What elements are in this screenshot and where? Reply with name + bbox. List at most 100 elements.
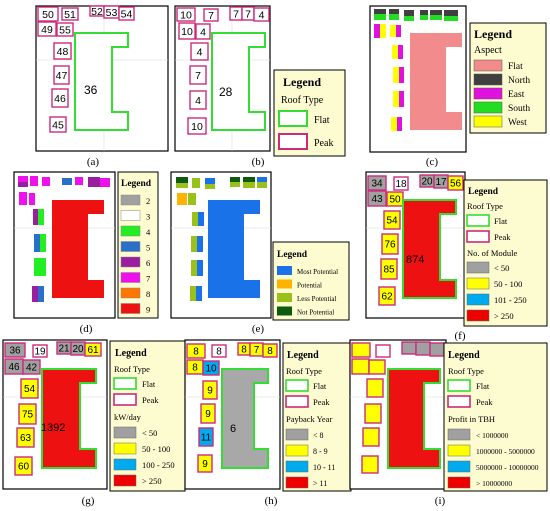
panel-f-side-buildings: 54 76 85 62	[378, 210, 401, 306]
panel-f-roof-label: 56	[450, 179, 462, 190]
panel-g-roof	[4, 342, 26, 358]
panel-c-roof-south	[430, 15, 442, 20]
legend-d-title: Legend	[121, 179, 152, 189]
panel-b-main-label: 28	[219, 85, 233, 99]
panel-e-roof	[177, 193, 187, 205]
panel-b-roof	[189, 90, 207, 110]
legend-e-swatch	[277, 266, 292, 275]
panel-h-side-buildings: 9 9 11 9	[197, 380, 218, 473]
panel-h-roof	[202, 360, 220, 376]
panel-c-buildings	[374, 9, 458, 131]
legend-e-label: Less Potential	[297, 295, 337, 303]
panel-e-roof	[243, 182, 255, 188]
legend-i-peak-label: Peak	[476, 397, 493, 407]
legend-f-label: > 250	[494, 311, 514, 321]
panel-e-roof	[192, 178, 200, 188]
panel-b-roof-label: 7	[208, 10, 214, 22]
panel-g-roof	[18, 403, 37, 425]
panel-g-roof-label: 46	[8, 362, 20, 373]
legend-f-peak-swatch	[466, 230, 490, 243]
legend-e-label: Potential	[297, 282, 322, 290]
legend-h-label: < 8	[313, 431, 324, 440]
panel-b-roof	[178, 22, 196, 40]
legend-f-label: 50 - 100	[494, 279, 522, 289]
legend-i-label: < 1000000	[476, 431, 509, 440]
caption-c: (c)	[426, 156, 439, 168]
panel-g-roof	[84, 342, 102, 357]
panel-b-side-buildings: 10 4 4 7 4 10	[178, 22, 211, 135]
legend-g-label: < 50	[142, 428, 157, 438]
panel-g-roof-label: 36	[9, 346, 21, 357]
panel-i-roof	[366, 378, 384, 398]
legend-f-swatch	[466, 277, 490, 290]
panel-c-roof-west	[390, 25, 396, 37]
legend-c-aspect-title: Aspect	[474, 45, 502, 56]
panel-c-roof-east	[399, 67, 404, 83]
panel-h-roof-label: 11	[201, 433, 212, 444]
legend-g-flat-label: Flat	[142, 379, 156, 389]
panel-d-roof-slope-7	[29, 193, 35, 205]
panel-f-roof	[367, 175, 387, 191]
panel-e-roof	[257, 177, 267, 182]
panel-a-roof	[37, 6, 59, 22]
caption-b: (b)	[252, 156, 265, 168]
legend-e-label: Most Potential	[297, 268, 338, 276]
panel-g-roof-label: 75	[22, 410, 34, 421]
legend-i-profit-title: Profit in TBH	[448, 414, 495, 424]
panel-d-roof-slope-5	[62, 178, 72, 185]
legend-h-label: 10 - 11	[313, 463, 335, 472]
panel-g-side-buildings: 54 75 63 60	[14, 378, 39, 476]
legend-c-swatch	[473, 101, 503, 114]
panel-f-top-buildings: 34 18 20 17 56 43 50	[367, 174, 464, 207]
legend-h-peak-label: Peak	[313, 397, 330, 407]
panel-d-roof-slope-4	[34, 258, 40, 276]
panel-h-main-building	[221, 368, 269, 469]
panel-c-roof-east	[396, 25, 401, 37]
legend-b-title: Legend	[283, 75, 321, 89]
panel-a-roof	[53, 42, 72, 60]
panel-c-roof-north	[430, 10, 442, 15]
panel-i-roof	[362, 427, 380, 447]
panel-h-roof	[200, 403, 216, 424]
panel-d-roof-slope-7	[75, 177, 83, 185]
panel-a-roof-label: 53	[106, 7, 118, 19]
panel-c-roof-north	[404, 10, 414, 16]
panel-b-roof-label: 7	[195, 70, 201, 82]
panel-d-roof-slope-7	[18, 176, 28, 182]
panel-i-roof	[401, 341, 417, 355]
panel-h-roof	[211, 344, 227, 358]
panel-b-roof-label: 10	[191, 121, 203, 133]
panel-c-roof-east	[399, 91, 404, 107]
panel-f-main-building	[402, 199, 457, 299]
panel-i-main-building	[387, 368, 441, 469]
panel-c-roof-north	[389, 9, 399, 14]
panel-g-roof	[20, 378, 39, 399]
legend-d-swatch	[120, 287, 141, 299]
panel-b-roof	[189, 65, 207, 85]
panel-f-roof	[447, 175, 464, 191]
legend-i-swatch	[447, 460, 471, 473]
panel-g: 36 19 21 20 61 46 42 54 75 63 60 1392 Legend Roof…	[2, 339, 186, 507]
legend-h-title: Legend	[287, 350, 319, 361]
panel-h-roof-label: 8	[193, 347, 199, 358]
legend-d-swatch	[120, 210, 141, 221]
panel-c-roof-south	[374, 14, 386, 20]
legend-g-swatch	[113, 458, 137, 471]
panel-e-roof	[197, 236, 203, 252]
panel-a-roof-label: 47	[56, 70, 68, 82]
panel-f-roof-label: 20	[421, 177, 433, 188]
panel-i-roof	[364, 403, 382, 424]
caption-g: (g)	[82, 495, 95, 507]
panel-c-main-building	[410, 33, 462, 130]
panel-a-main-label: 36	[84, 83, 98, 97]
panel-c-roof-east	[374, 24, 380, 38]
panel-i-roof	[368, 359, 386, 375]
panel-e-roof	[176, 183, 188, 188]
panel-g-roof-label: 60	[18, 462, 30, 473]
legend-i-flat-swatch	[447, 379, 471, 392]
legend-b-peak-label: Peak	[314, 138, 333, 149]
legend-d-label: 2	[146, 196, 150, 206]
caption-i: (i)	[435, 495, 446, 507]
